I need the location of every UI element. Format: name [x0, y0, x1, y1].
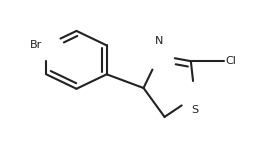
Text: Cl: Cl — [226, 56, 237, 66]
Text: N: N — [155, 36, 164, 46]
Text: S: S — [191, 105, 198, 115]
Text: Br: Br — [30, 40, 42, 50]
